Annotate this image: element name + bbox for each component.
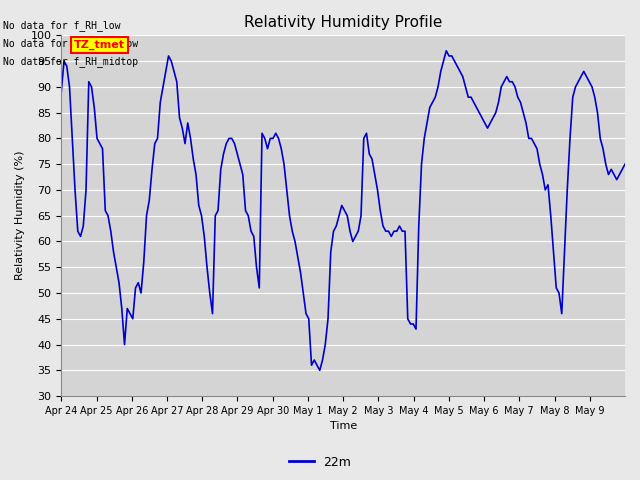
X-axis label: Time: Time	[330, 421, 356, 432]
Title: Relativity Humidity Profile: Relativity Humidity Profile	[244, 15, 442, 30]
Y-axis label: Relativity Humidity (%): Relativity Humidity (%)	[15, 151, 25, 280]
Text: No data for f_RH_midlow: No data for f_RH_midlow	[3, 38, 138, 49]
Text: TZ_tmet: TZ_tmet	[74, 40, 125, 50]
Text: No data for f_RH_low: No data for f_RH_low	[3, 20, 121, 31]
Text: No data for f_RH_midtop: No data for f_RH_midtop	[3, 56, 138, 67]
Legend: 22m: 22m	[284, 451, 356, 474]
